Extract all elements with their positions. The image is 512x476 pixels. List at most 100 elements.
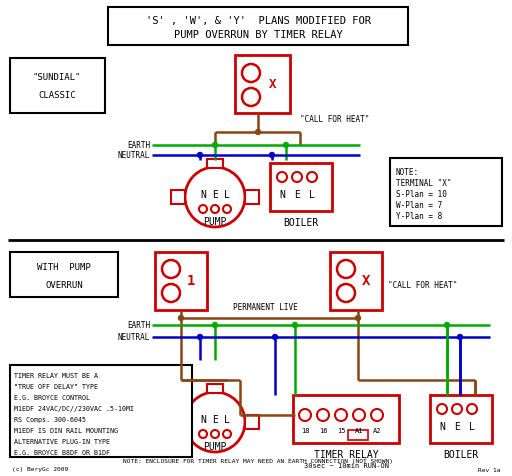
Circle shape <box>162 260 180 278</box>
Text: "CALL FOR HEAT": "CALL FOR HEAT" <box>300 116 369 125</box>
Text: OVERRUN: OVERRUN <box>45 280 83 289</box>
Bar <box>293 395 399 443</box>
Bar <box>430 395 492 443</box>
Bar <box>10 252 118 297</box>
Text: NOTE:: NOTE: <box>396 168 419 177</box>
Circle shape <box>467 404 477 414</box>
Circle shape <box>292 172 302 182</box>
Circle shape <box>458 335 462 339</box>
Text: TIMER RELAY: TIMER RELAY <box>314 450 378 460</box>
Text: 16: 16 <box>319 428 327 434</box>
Text: N: N <box>439 422 445 432</box>
Text: E: E <box>454 422 460 432</box>
Text: 30sec ~ 10min RUN-ON: 30sec ~ 10min RUN-ON <box>304 463 389 469</box>
Circle shape <box>162 284 180 302</box>
Text: NEUTRAL: NEUTRAL <box>118 333 150 341</box>
Bar <box>245 415 259 429</box>
Bar <box>207 159 223 168</box>
Circle shape <box>292 323 297 327</box>
Text: PUMP: PUMP <box>203 442 227 452</box>
Circle shape <box>337 284 355 302</box>
Text: N: N <box>200 190 206 200</box>
Circle shape <box>353 409 365 421</box>
Bar <box>108 7 408 45</box>
Text: PERMANENT LIVE: PERMANENT LIVE <box>232 304 297 313</box>
Bar <box>10 365 192 457</box>
Bar <box>10 58 105 113</box>
Circle shape <box>272 335 278 339</box>
Text: BOILER: BOILER <box>443 450 479 460</box>
Text: 15: 15 <box>337 428 345 434</box>
Text: A1: A1 <box>355 428 363 434</box>
Circle shape <box>444 323 450 327</box>
Text: A2: A2 <box>373 428 381 434</box>
Bar <box>171 190 185 204</box>
Text: PUMP: PUMP <box>203 217 227 227</box>
Circle shape <box>198 335 203 339</box>
Text: EARTH: EARTH <box>127 140 150 149</box>
Text: "SUNDIAL": "SUNDIAL" <box>33 73 81 82</box>
Text: S-Plan = 10: S-Plan = 10 <box>396 190 447 199</box>
Circle shape <box>179 316 183 320</box>
Circle shape <box>452 404 462 414</box>
Circle shape <box>185 167 245 227</box>
Circle shape <box>199 205 207 213</box>
Circle shape <box>255 129 261 135</box>
Bar <box>245 190 259 204</box>
Text: W-Plan = 7: W-Plan = 7 <box>396 201 442 210</box>
Circle shape <box>307 172 317 182</box>
Bar <box>207 384 223 393</box>
Text: E: E <box>212 415 218 425</box>
Text: 'S' , 'W', & 'Y'  PLANS MODIFIED FOR: 'S' , 'W', & 'Y' PLANS MODIFIED FOR <box>145 16 371 26</box>
Circle shape <box>211 205 219 213</box>
Text: Y-Plan = 8: Y-Plan = 8 <box>396 212 442 221</box>
Text: "CALL FOR HEAT": "CALL FOR HEAT" <box>388 280 457 289</box>
Bar <box>155 252 207 310</box>
Circle shape <box>242 88 260 106</box>
Text: L: L <box>224 190 230 200</box>
Text: (c) BeryGc 2009: (c) BeryGc 2009 <box>12 467 68 473</box>
Circle shape <box>317 409 329 421</box>
Text: X: X <box>269 78 277 90</box>
Text: M1EDF 24VAC/DC//230VAC .5-10MI: M1EDF 24VAC/DC//230VAC .5-10MI <box>14 406 134 412</box>
Bar <box>171 415 185 429</box>
Bar <box>330 252 382 310</box>
Circle shape <box>371 409 383 421</box>
Text: NOTE: ENCLOSURE FOR TIMER RELAY MAY NEED AN EARTH CONNECTION (NOT SHOWN): NOTE: ENCLOSURE FOR TIMER RELAY MAY NEED… <box>123 458 393 464</box>
Text: E.G. BROYCE B8DF OR B1DF: E.G. BROYCE B8DF OR B1DF <box>14 450 110 456</box>
Text: TIMER RELAY MUST BE A: TIMER RELAY MUST BE A <box>14 373 98 379</box>
Circle shape <box>269 152 274 158</box>
Text: PUMP OVERRUN BY TIMER RELAY: PUMP OVERRUN BY TIMER RELAY <box>174 30 343 40</box>
Text: 1: 1 <box>187 274 195 288</box>
Bar <box>348 430 368 440</box>
Text: X: X <box>362 274 370 288</box>
Text: N: N <box>279 190 285 200</box>
Text: TERMINAL "X": TERMINAL "X" <box>396 179 452 188</box>
Circle shape <box>223 205 231 213</box>
Text: RS Comps. 300-6045: RS Comps. 300-6045 <box>14 417 86 423</box>
Text: L: L <box>469 422 475 432</box>
Circle shape <box>198 152 203 158</box>
Circle shape <box>437 404 447 414</box>
Text: E: E <box>294 190 300 200</box>
Text: L: L <box>224 415 230 425</box>
Text: M1EDF IS DIN RAIL MOUNTING: M1EDF IS DIN RAIL MOUNTING <box>14 428 118 434</box>
Text: Rev 1a: Rev 1a <box>478 467 500 473</box>
Text: "TRUE OFF DELAY" TYPE: "TRUE OFF DELAY" TYPE <box>14 384 98 390</box>
Circle shape <box>355 316 360 320</box>
Circle shape <box>212 323 218 327</box>
Circle shape <box>211 430 219 438</box>
Text: E: E <box>212 190 218 200</box>
Circle shape <box>299 409 311 421</box>
Text: BOILER: BOILER <box>283 218 318 228</box>
Circle shape <box>337 260 355 278</box>
Bar <box>235 55 290 113</box>
Circle shape <box>223 430 231 438</box>
Circle shape <box>212 142 218 148</box>
Text: WITH  PUMP: WITH PUMP <box>37 264 91 272</box>
Text: E.G. BROYCE CONTROL: E.G. BROYCE CONTROL <box>14 395 90 401</box>
Text: CLASSIC: CLASSIC <box>38 90 76 99</box>
Text: N: N <box>200 415 206 425</box>
Circle shape <box>199 430 207 438</box>
Circle shape <box>335 409 347 421</box>
